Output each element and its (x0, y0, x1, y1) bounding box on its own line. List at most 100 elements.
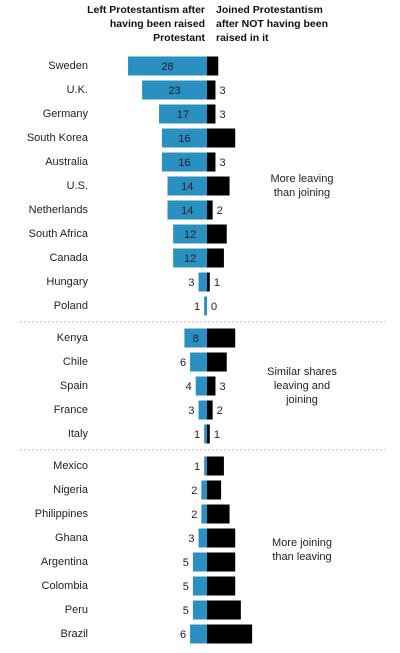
left-bar (142, 80, 207, 100)
left-bar (161, 128, 207, 148)
left-bar (195, 376, 207, 396)
right-bar (207, 272, 210, 292)
category-label: Colombia (42, 580, 89, 592)
left-value-label: 14 (181, 205, 193, 217)
left-bar (190, 624, 207, 644)
left-bar (159, 104, 207, 124)
left-bar (201, 480, 207, 500)
category-label: Spain (60, 380, 88, 392)
left-value-label: 3 (188, 533, 194, 545)
right-bar (207, 600, 241, 620)
right-bar (207, 200, 213, 220)
right-value-label: 3 (219, 85, 225, 97)
left-bar (167, 200, 207, 220)
left-bar (184, 328, 207, 348)
left-bar (128, 56, 207, 76)
right-bar (207, 528, 236, 548)
left-value-label: 5 (183, 581, 189, 593)
right-value-label: 3 (219, 157, 225, 169)
right-bar (207, 176, 230, 196)
left-value-label: 16 (178, 157, 190, 169)
series-header: having been raised (110, 18, 205, 30)
category-label: U.K. (67, 84, 88, 96)
left-bar (190, 352, 207, 372)
left-value-label: 6 (180, 629, 186, 641)
group-annotation: joining (285, 394, 318, 406)
left-value-label: 8 (193, 333, 199, 345)
left-bar (167, 176, 207, 196)
category-label: Kenya (57, 332, 89, 344)
right-bar (207, 80, 216, 100)
series-header: Protestant (153, 32, 205, 44)
left-value-label: 12 (184, 229, 196, 241)
right-bar (207, 104, 216, 124)
left-bar (192, 576, 207, 596)
left-value-label: 1 (194, 461, 200, 473)
left-bar (173, 248, 207, 268)
left-value-label: 2 (191, 485, 197, 497)
left-bar (198, 528, 207, 548)
right-value-label: 1 (214, 277, 220, 289)
left-value-label: 3 (188, 277, 194, 289)
left-value-label: 17 (177, 109, 189, 121)
category-label: Ghana (55, 532, 89, 544)
group-annotation: than joining (274, 187, 330, 199)
right-bar (207, 376, 216, 396)
series-header: Left Protestantism after (87, 4, 205, 16)
right-bar (207, 248, 224, 268)
right-bar (207, 504, 230, 524)
category-label: Sweden (48, 60, 88, 72)
right-bar (207, 624, 253, 644)
left-value-label: 23 (168, 85, 180, 97)
category-label: Netherlands (29, 204, 89, 216)
right-bar (207, 400, 213, 420)
right-value-label: 2 (217, 405, 223, 417)
category-label: Poland (54, 300, 88, 312)
category-label: Philippines (35, 508, 89, 520)
left-bar (161, 152, 207, 172)
category-label: Canada (49, 252, 88, 264)
group-annotation: Similar shares (267, 366, 337, 378)
left-bar (204, 296, 207, 316)
right-bar (207, 552, 236, 572)
left-bar (204, 456, 207, 476)
right-bar (207, 328, 236, 348)
category-label: Italy (68, 428, 89, 440)
left-bar (192, 600, 207, 620)
right-bar (207, 424, 210, 444)
category-label: Mexico (53, 460, 88, 472)
right-value-label: 2 (217, 205, 223, 217)
right-bar (207, 352, 227, 372)
left-value-label: 14 (181, 181, 193, 193)
group-annotation: leaving and (274, 380, 330, 392)
left-value-label: 6 (180, 357, 186, 369)
left-value-label: 2 (191, 509, 197, 521)
left-value-label: 5 (183, 605, 189, 617)
category-label: Hungary (46, 276, 88, 288)
left-bar (204, 424, 207, 444)
left-bar (198, 400, 207, 420)
right-value-label: 3 (219, 109, 225, 121)
group-annotation: More joining (272, 537, 332, 549)
right-value-label: 1 (214, 429, 220, 441)
group-annotation: More leaving (271, 173, 334, 185)
right-bar (207, 480, 222, 500)
right-bar (207, 128, 236, 148)
left-bar (198, 272, 207, 292)
left-value-label: 4 (186, 381, 192, 393)
left-value-label: 1 (194, 429, 200, 441)
category-label: Nigeria (53, 484, 89, 496)
right-bar (207, 224, 227, 244)
category-label: Brazil (60, 628, 88, 640)
category-label: South Africa (29, 228, 89, 240)
left-bar (192, 552, 207, 572)
category-label: Australia (45, 156, 89, 168)
series-header: Joined Protestantism (216, 4, 323, 16)
group-annotation: than leaving (272, 551, 331, 563)
left-value-label: 28 (161, 61, 173, 73)
right-bar (207, 456, 224, 476)
left-bar (201, 504, 207, 524)
category-label: Peru (65, 604, 88, 616)
right-bar (207, 56, 219, 76)
